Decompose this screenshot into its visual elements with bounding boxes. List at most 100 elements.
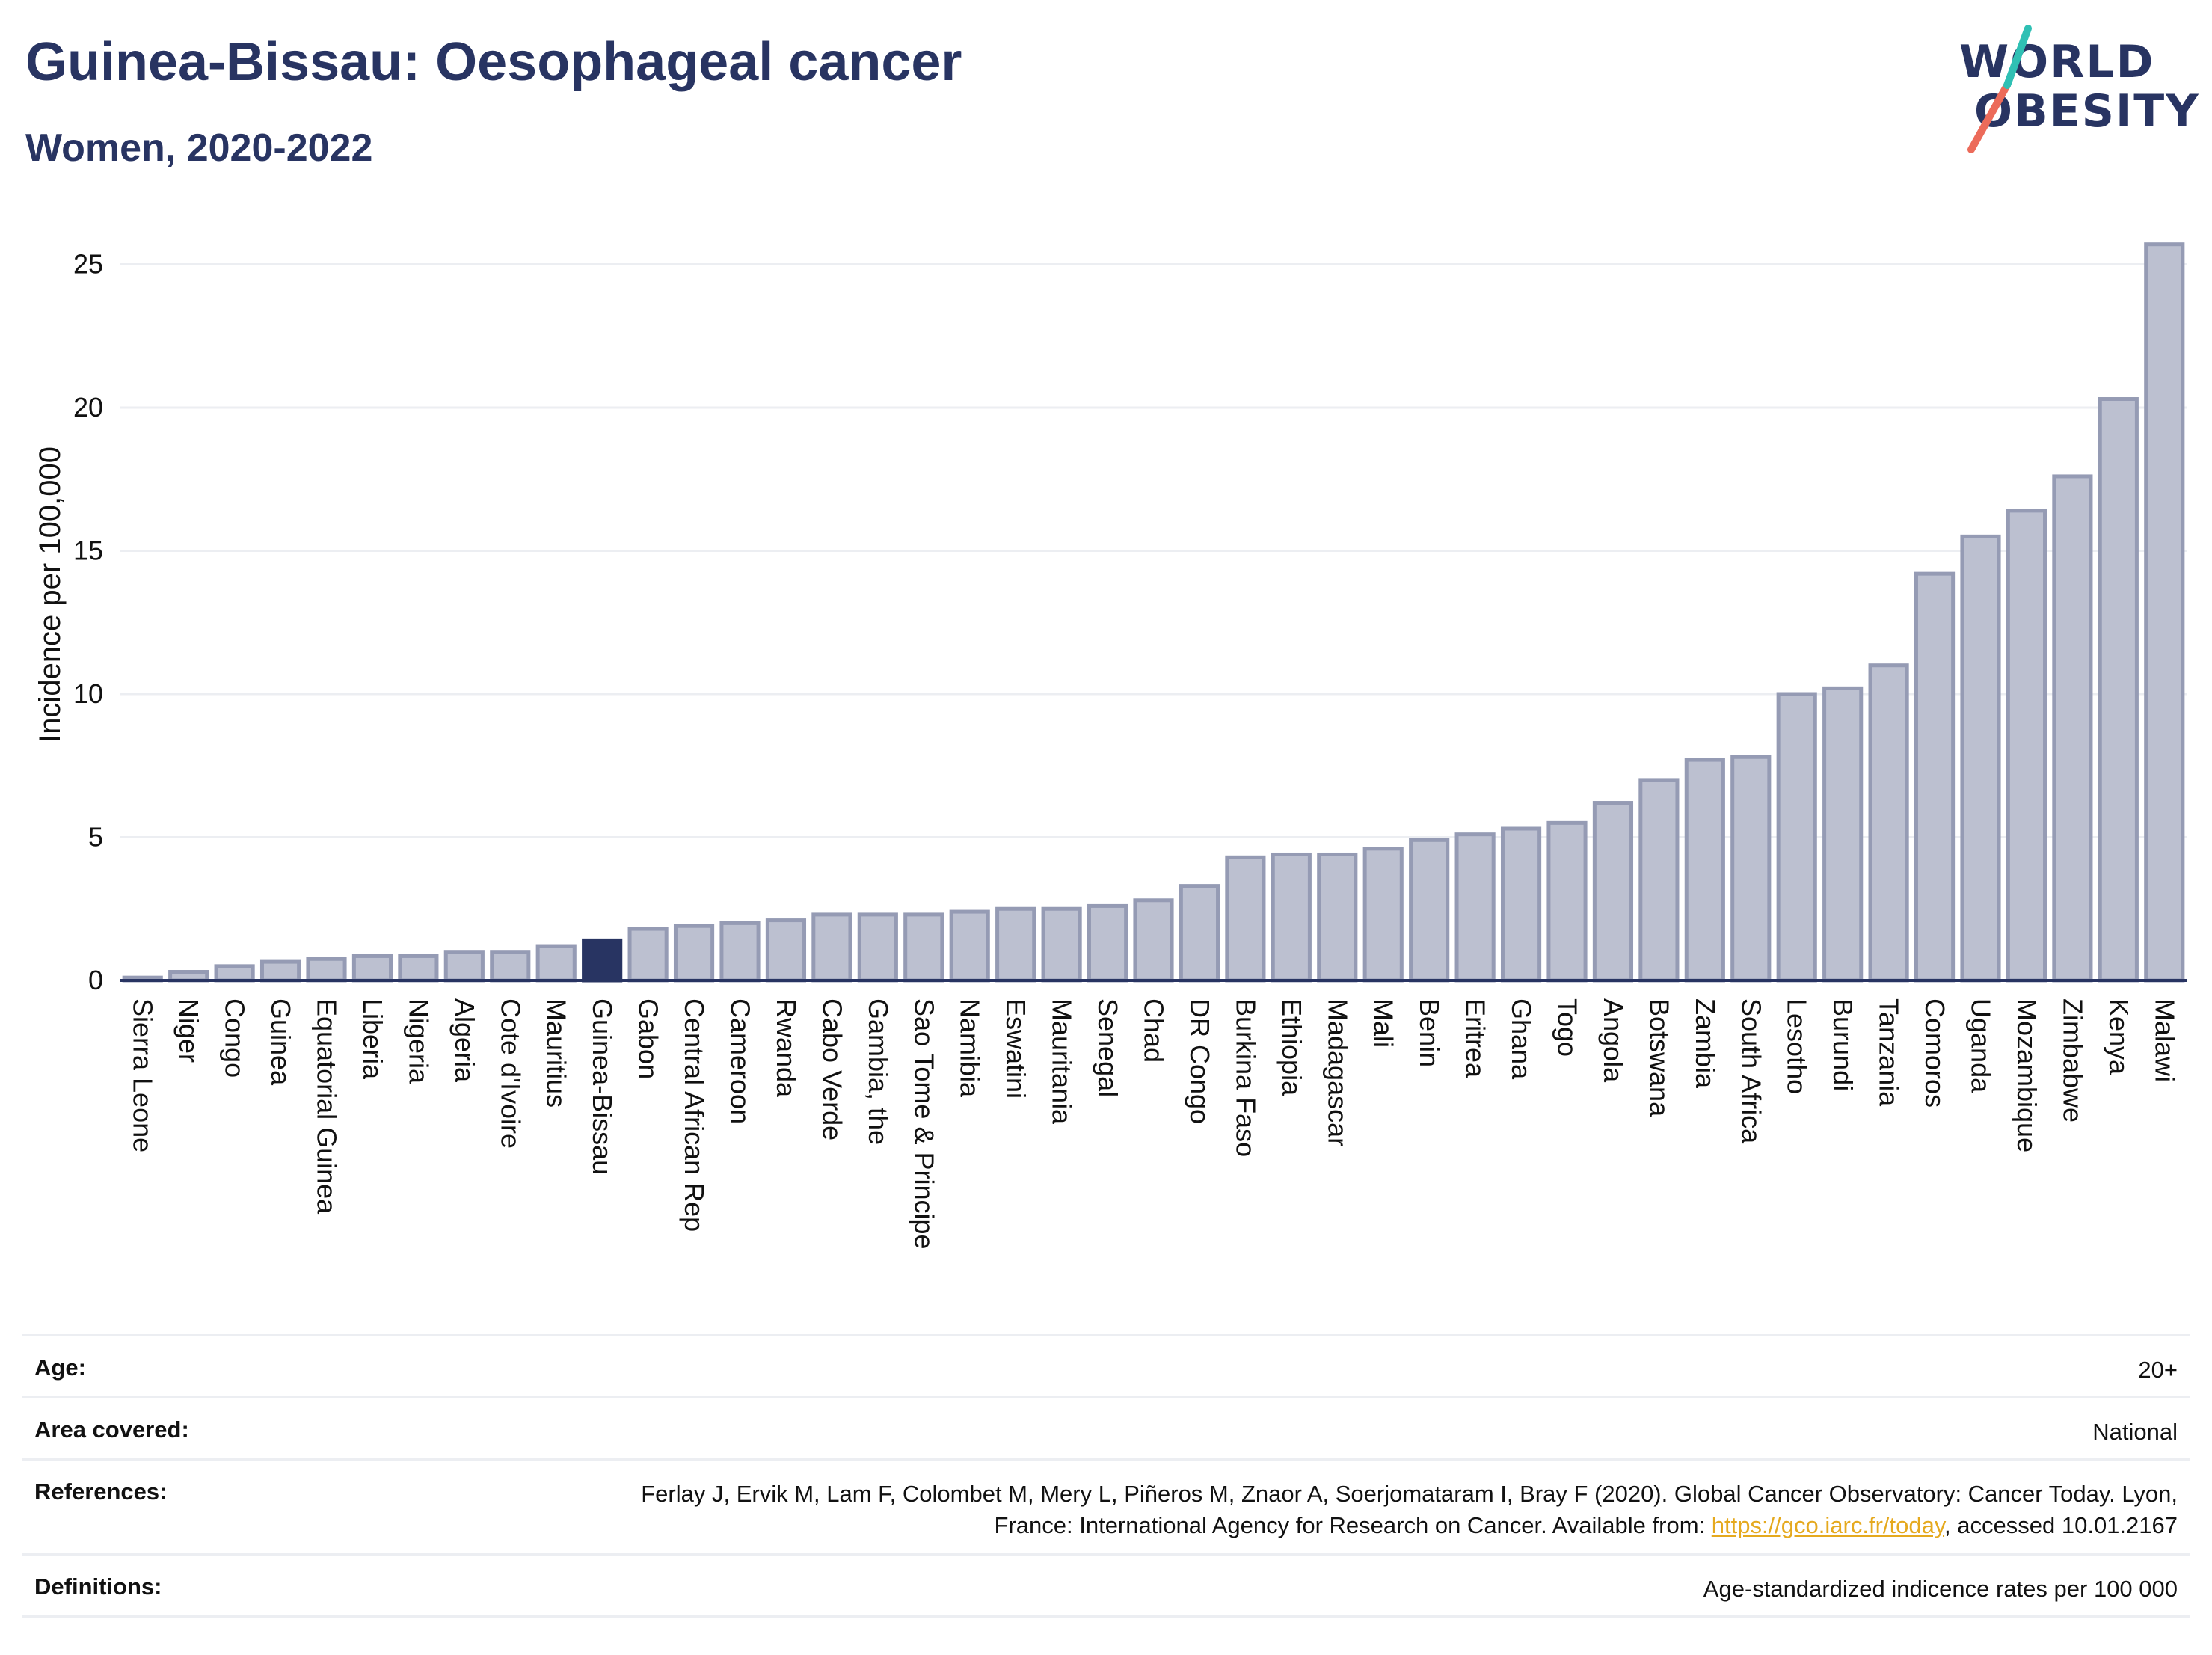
bar-gambia-the [857,912,898,983]
x-tick-label: Senegal [1093,998,1123,1097]
bar-congo [214,964,255,983]
bar-zimbabwe [2052,474,2093,983]
bar-dr-congo [1179,884,1220,983]
x-tick-label: Guinea-Bissau [587,998,618,1175]
bar-cote-d-ivoire [490,950,531,983]
chart-subtitle: Women, 2020-2022 [25,126,373,170]
x-tick-label: Angola [1598,998,1629,1083]
meta-row-area: Area covered: National [22,1398,2190,1461]
bar-south-africa [1730,755,1772,983]
bar-algeria [443,950,485,983]
bar-madagascar [1317,852,1358,983]
bar-ghana [1500,826,1542,983]
x-tick-label: Mauritius [541,998,572,1108]
references-value: Ferlay J, Ervik M, Lam F, Colombet M, Me… [592,1479,2178,1541]
x-tick-label: Equatorial Guinea [312,998,342,1215]
y-tick-label: 5 [88,822,103,853]
x-tick-label: Sao Tome & Principe [909,998,939,1250]
references-label: References: [34,1479,168,1505]
bar-chad [1133,898,1174,983]
definitions-label: Definitions: [34,1573,162,1600]
bar-senegal [1087,903,1128,983]
bar-eswatini [995,906,1036,983]
bar-chart: 0 5 10 15 20 25 Sierra Leone Niger Congo Guinea E… [34,242,2187,1250]
x-tick-label: Gambia, the [863,998,894,1145]
x-tick-label: Chad [1139,998,1170,1063]
bars [122,242,2185,983]
x-tick-label: Mali [1368,998,1399,1048]
bar-mauritania [1041,906,1082,983]
bar-guinea-bissau [582,938,623,983]
x-tick-label: DR Congo [1185,998,1215,1124]
x-tick-label: Kenya [2104,998,2134,1075]
bar-rwanda [765,918,807,983]
y-axis-ticks: 0 5 10 15 20 25 [73,249,103,996]
x-tick-label: Congo [220,998,251,1078]
x-tick-label: Sierra Leone [128,998,159,1152]
x-tick-label: Eswatini [1001,998,1031,1099]
bar-benin [1409,838,1450,983]
area-label: Area covered: [34,1416,189,1443]
x-tick-label: Eritrea [1460,998,1491,1078]
x-tick-label: Uganda [1966,998,1997,1093]
bar-comoros [1914,571,1956,983]
y-tick-label: 15 [73,535,103,566]
x-tick-label: Mauritania [1047,998,1078,1125]
bar-lesotho [1776,692,1817,983]
x-tick-label: Rwanda [771,998,802,1098]
bar-kenya [2098,397,2139,983]
bar-cabo-verde [811,912,852,983]
bar-mozambique [2006,509,2047,983]
x-tick-label: Nigeria [403,998,434,1084]
references-link[interactable]: https://gco.iarc.fr/today [1711,1512,1945,1538]
bar-liberia [351,954,393,983]
x-tick-label: Mozambique [2012,998,2042,1152]
x-tick-label: Burkina Faso [1230,998,1261,1157]
y-tick-label: 10 [73,678,103,709]
bar-gabon [627,927,669,983]
world-obesity-logo: WORLD OBESITY [1944,22,2199,157]
bar-mali [1362,847,1404,983]
x-axis-labels: Sierra Leone Niger Congo Guinea Equatorial G… [128,998,2181,1250]
x-tick-label: Cabo Verde [817,998,847,1140]
x-tick-label: Benin [1414,998,1445,1067]
x-tick-label: Cote d'Ivoire [495,998,526,1149]
y-tick-label: 20 [73,392,103,423]
definitions-value: Age-standardized indicence rates per 100… [1703,1576,2178,1602]
area-value: National [2092,1419,2178,1445]
x-tick-label: Guinea [265,998,296,1086]
x-tick-label: Lesotho [1782,998,1813,1094]
chart-metadata-table: Age: 20+ Area covered: National Referenc… [22,1334,2190,1618]
age-label: Age: [34,1354,86,1381]
bar-tanzania [1868,663,1909,983]
references-accessed: , accessed 10.01.2167 [1944,1512,2178,1538]
meta-row-definitions: Definitions: Age-standardized indicence … [22,1556,2190,1618]
references-text: Ferlay J, Ervik M, Lam F, Colombet M, Me… [641,1481,2178,1538]
bar-eritrea [1454,832,1496,983]
x-tick-label: Zambia [1690,998,1721,1089]
y-tick-label: 0 [88,965,103,995]
x-tick-label: Malawi [2149,998,2180,1082]
chart-title: Guinea-Bissau: Oesophageal cancer [25,32,962,92]
bar-namibia [949,909,990,983]
x-tick-label: Tanzania [1874,998,1905,1107]
x-tick-label: Algeria [449,998,480,1083]
bar-nigeria [398,954,439,983]
y-axis-label: Incidence per 100,000 [34,446,67,743]
x-tick-label: Cameroon [725,998,756,1124]
x-tick-label: Central African Rep [679,998,710,1232]
x-tick-label: South Africa [1736,998,1766,1144]
x-tick-label: Niger [173,998,204,1063]
age-value: 20+ [2138,1357,2178,1383]
y-tick-label: 25 [73,249,103,280]
logo-text-line2: OBESITY [1974,85,2200,138]
meta-row-references: References: Ferlay J, Ervik M, Lam F, Co… [22,1461,2190,1556]
meta-row-age: Age: 20+ [22,1336,2190,1398]
bar-togo [1546,820,1588,983]
x-tick-label: Namibia [955,998,986,1098]
bar-mauritius [535,944,577,983]
x-tick-label: Ethiopia [1276,998,1307,1096]
bar-zambia [1684,758,1725,983]
x-tick-label: Comoros [1920,998,1950,1108]
bar-guinea [259,959,301,983]
